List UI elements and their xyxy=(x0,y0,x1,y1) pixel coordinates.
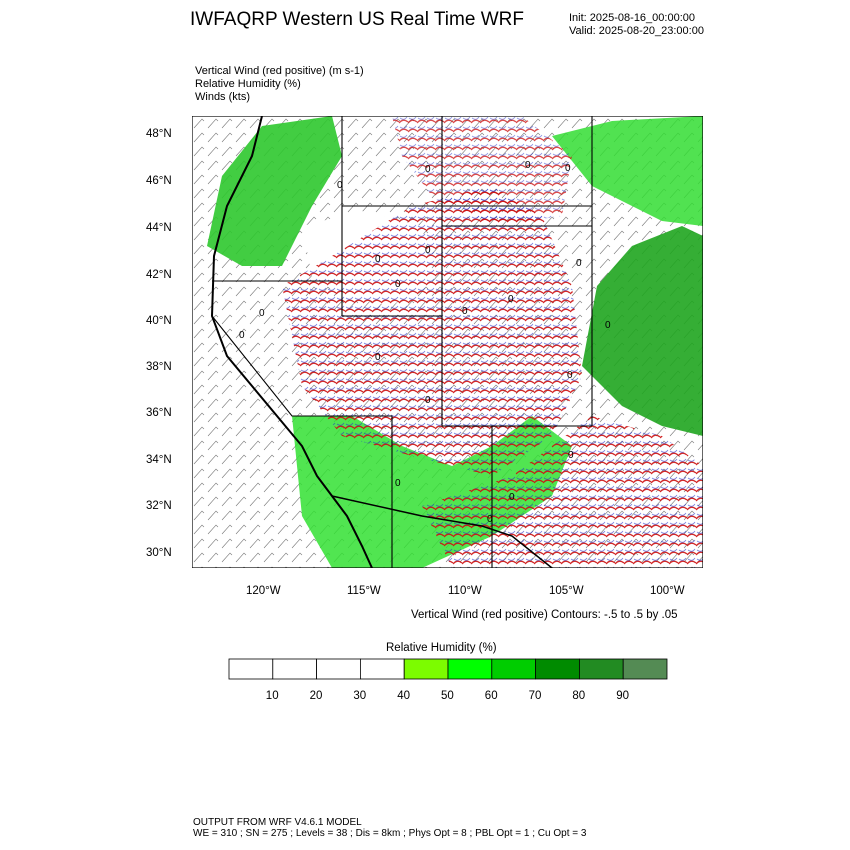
contour-label: 0 xyxy=(337,180,343,191)
contour-label: 0 xyxy=(565,163,571,174)
colorbar-label: 60 xyxy=(484,690,498,702)
contour-label: 0 xyxy=(508,294,514,305)
contour-label: 0 xyxy=(375,254,381,265)
field-winds: Winds (kts) xyxy=(195,91,250,103)
colorbar-box xyxy=(228,658,274,680)
colorbar-label: 30 xyxy=(353,690,367,702)
colorbar-label: 50 xyxy=(441,690,454,702)
colorbar-label: 80 xyxy=(572,690,586,702)
lon-tick: 110°W xyxy=(448,585,482,597)
contour-label: 0 xyxy=(375,352,381,363)
contour-label: 0 xyxy=(462,306,468,317)
humidity-zone-great-plains xyxy=(582,226,703,436)
weather-map: 0 0 0 0 0 0 0 0 0 0 0 0 0 0 0 0 0 0 0 0 xyxy=(192,116,703,568)
init-time: Init: 2025-08-16_00:00:00 Valid: 2025-08… xyxy=(569,12,704,38)
contour-label: 0 xyxy=(259,308,265,319)
colorbar-box xyxy=(491,658,536,680)
lat-tick: 42°N xyxy=(146,269,172,281)
lat-tick: 38°N xyxy=(146,361,172,373)
colorbar-title: Relative Humidity (%) xyxy=(386,642,497,654)
colorbar-box xyxy=(578,658,624,680)
footer-config: WE = 310 ; SN = 275 ; Levels = 38 ; Dis … xyxy=(193,828,587,839)
lon-tick: 100°W xyxy=(650,585,685,597)
contour-label: 0 xyxy=(239,330,245,341)
contours-note: Vertical Wind (red positive) Contours: -… xyxy=(411,609,678,621)
lat-tick: 34°N xyxy=(146,454,172,466)
lon-tick: 120°W xyxy=(246,585,281,597)
colorbar xyxy=(228,658,668,680)
lat-tick: 48°N xyxy=(146,128,172,140)
lat-tick: 32°N xyxy=(146,500,172,512)
contour-label: 0 xyxy=(525,160,531,171)
contour-label: 0 xyxy=(425,164,431,175)
contour-label: 0 xyxy=(567,370,573,381)
valid-text: Valid: 2025-08-20_23:00:00 xyxy=(569,25,704,37)
colorbar-box xyxy=(316,658,361,680)
init-text: Init: 2025-08-16_00:00:00 xyxy=(569,12,695,24)
colorbar-label: 10 xyxy=(265,690,279,702)
plot-title: IWFAQRP Western US Real Time WRF xyxy=(190,9,524,30)
state-borders xyxy=(211,116,593,568)
lat-tick: 40°N xyxy=(146,315,172,327)
colorbar-label: 90 xyxy=(616,690,629,702)
colorbar-label: 40 xyxy=(397,690,410,702)
colorbar-label: 20 xyxy=(309,690,323,702)
contour-label: 0 xyxy=(395,279,401,290)
lat-tick: 36°N xyxy=(146,407,172,419)
contour-label: 0 xyxy=(425,395,431,406)
contour-label: 0 xyxy=(605,320,611,331)
colorbar-box xyxy=(622,658,668,680)
vertical-wind-region-interior xyxy=(282,186,582,476)
field-vertical-wind: Vertical Wind (red positive) (m s-1) xyxy=(195,65,364,77)
contour-label: 0 xyxy=(395,478,401,489)
colorbar-label: 70 xyxy=(528,690,542,702)
humidity-zone-north-plains xyxy=(552,116,703,226)
colorbar-box xyxy=(359,658,405,680)
contour-label: 0 xyxy=(487,514,493,525)
colorbar-box xyxy=(535,658,580,680)
field-relative-humidity: Relative Humidity (%) xyxy=(195,78,301,90)
lat-tick: 30°N xyxy=(146,547,172,559)
vertical-wind-region-rockies xyxy=(392,116,572,226)
humidity-zone-pacific-nw xyxy=(207,116,342,266)
coastline xyxy=(210,116,373,568)
colorbar-box xyxy=(447,658,493,680)
colorbar-box xyxy=(272,658,317,680)
contour-label: 0 xyxy=(509,492,515,503)
contour-label: 0 xyxy=(568,450,574,461)
lon-tick: 105°W xyxy=(549,585,584,597)
contour-label: 0 xyxy=(425,245,431,256)
footer-model: OUTPUT FROM WRF V4.6.1 MODEL xyxy=(193,817,362,828)
lat-tick: 46°N xyxy=(146,175,172,187)
contour-label: 0 xyxy=(576,258,582,269)
colorbar-box xyxy=(403,658,449,680)
lat-tick: 44°N xyxy=(146,222,172,234)
lon-tick: 115°W xyxy=(347,585,381,597)
mexico-border xyxy=(331,495,553,568)
